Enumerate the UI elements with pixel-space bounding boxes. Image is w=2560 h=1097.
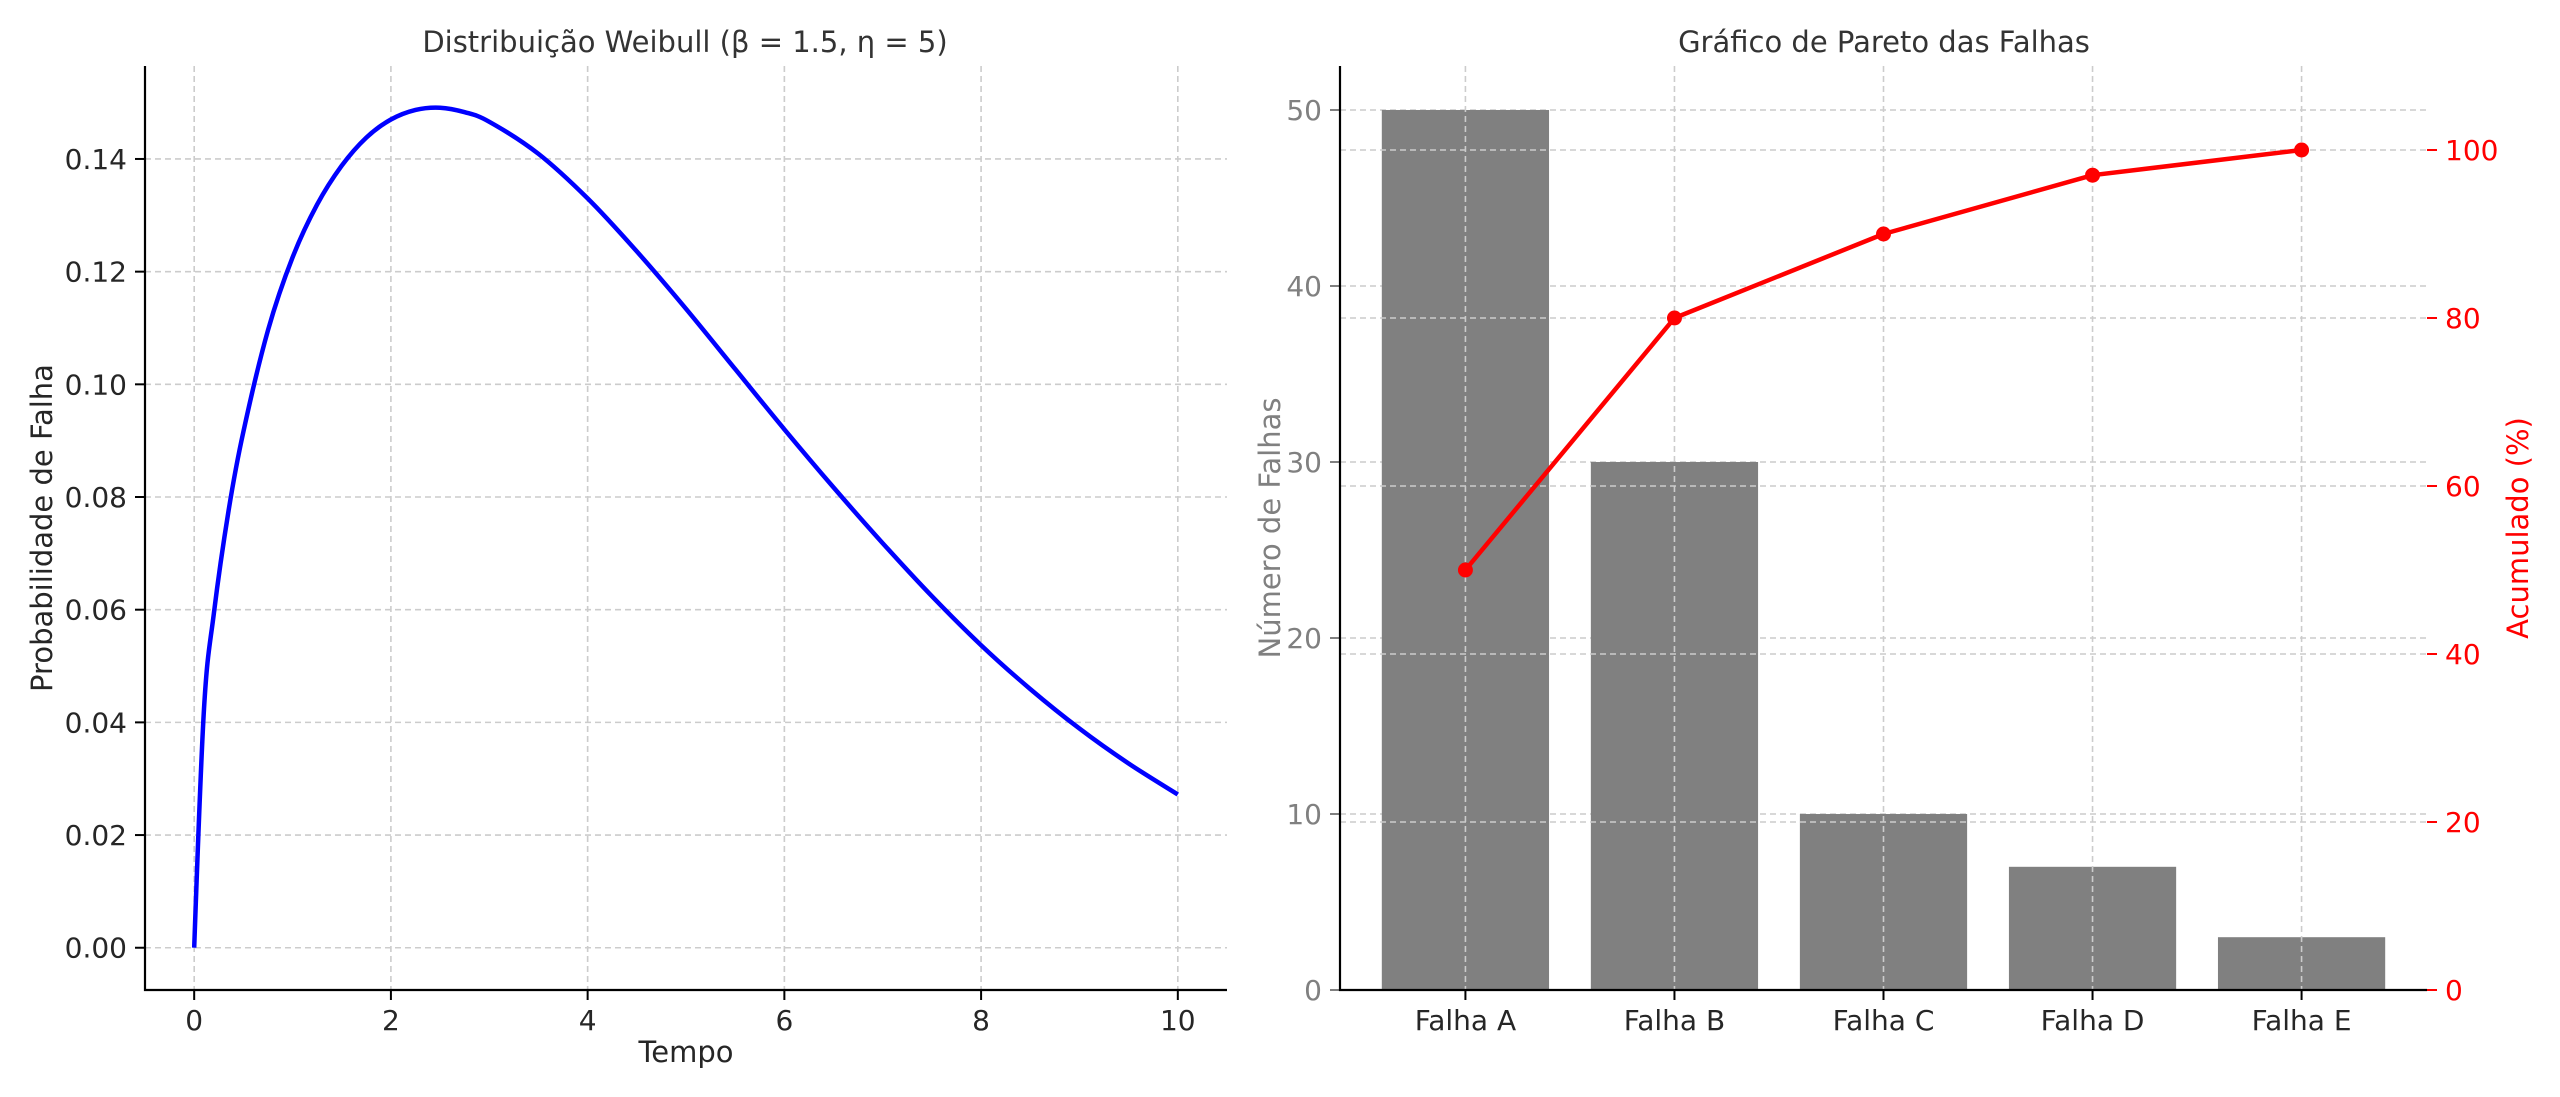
pareto-y-tick-label: 10 [1286,798,1322,831]
pareto-cumulative-point [2085,167,2101,183]
weibull-x-axis-label: Tempo [637,1035,733,1069]
weibull-y-tick-label: 0.00 [65,932,127,965]
weibull-x-tick-label: 4 [579,1004,597,1037]
pareto-y2-tick-label: 20 [2445,806,2481,839]
weibull-y-tick-label: 0.14 [65,143,127,176]
pareto-x-ticks: Falha A Falha B Falha C Falha D Falha E [1415,990,2352,1037]
weibull-y-axis-label: Probabilidade de Falha [25,364,59,692]
weibull-y-tick-label: 0.02 [65,819,127,852]
weibull-x-tick-label: 6 [775,1004,793,1037]
weibull-x-tick-label: 10 [1160,1004,1196,1037]
pareto-chart: Gráfico de Pareto das Falhas Falha A Falh… [1253,25,2535,1037]
weibull-pdf-line [191,105,1180,948]
weibull-y-tick-label: 0.06 [65,594,127,627]
pareto-bar [2217,937,2386,990]
pareto-x-tick-label: Falha C [1833,1004,1935,1037]
pareto-x-tick-label: Falha A [1415,1004,1516,1037]
weibull-y-tick-label: 0.10 [65,368,127,401]
weibull-y-ticks: 0.00 0.02 0.04 0.06 0.08 0.10 0.12 0.14 [65,143,145,965]
weibull-x-tick-label: 8 [972,1004,990,1037]
weibull-x-tick-label: 2 [382,1004,400,1037]
pareto-y2-axis-label: Acumulado (%) [2501,417,2535,639]
weibull-grid [145,66,1227,990]
pareto-x-tick-label: Falha D [2041,1004,2145,1037]
weibull-y-tick-label: 0.08 [65,481,127,514]
pareto-y-tick-label: 30 [1286,446,1322,479]
weibull-y-tick-label: 0.12 [65,256,127,289]
pareto-y-tick-label: 40 [1286,270,1322,303]
pareto-y2-tick-label: 80 [2445,302,2481,335]
pareto-y2-tick-label: 0 [2445,974,2463,1007]
weibull-axes-spine [143,66,1227,992]
pareto-cumulative-points [1457,142,2310,578]
pareto-x-tick-label: Falha E [2252,1004,2352,1037]
weibull-chart-title: Distribuição Weibull (β = 1.5, η = 5) [422,25,947,59]
pareto-y2-tick-label: 60 [2445,470,2481,503]
weibull-x-tick-label: 0 [185,1004,203,1037]
pareto-cumulative-point [1457,562,1473,578]
weibull-chart: Distribuição Weibull (β = 1.5, η = 5) 0 2… [25,25,1227,1069]
pareto-y-axis-label: Número de Falhas [1253,398,1287,659]
weibull-x-ticks: 0 2 4 6 8 10 [185,990,1196,1037]
pareto-cumulative-point [1876,226,1891,242]
pareto-cumulative-point [1666,310,1682,326]
pareto-axes-spine [1338,66,2427,992]
pareto-cumulative-point [2294,142,2310,158]
pareto-x-tick-label: Falha B [1624,1004,1726,1037]
pareto-y2-ticks: 0 20 40 60 80 100 [2427,134,2498,1007]
pareto-y2-tick-label: 100 [2445,134,2498,167]
weibull-y-tick-label: 0.04 [65,706,127,739]
pareto-chart-title: Gráfico de Pareto das Falhas [1678,25,2090,59]
pareto-y2-tick-label: 40 [2445,638,2481,671]
pareto-y-tick-label: 20 [1286,622,1322,655]
pareto-y-tick-label: 50 [1286,94,1322,127]
pareto-y-ticks: 0 10 20 30 40 50 [1286,94,1340,1007]
pareto-y-tick-label: 0 [1304,974,1322,1007]
